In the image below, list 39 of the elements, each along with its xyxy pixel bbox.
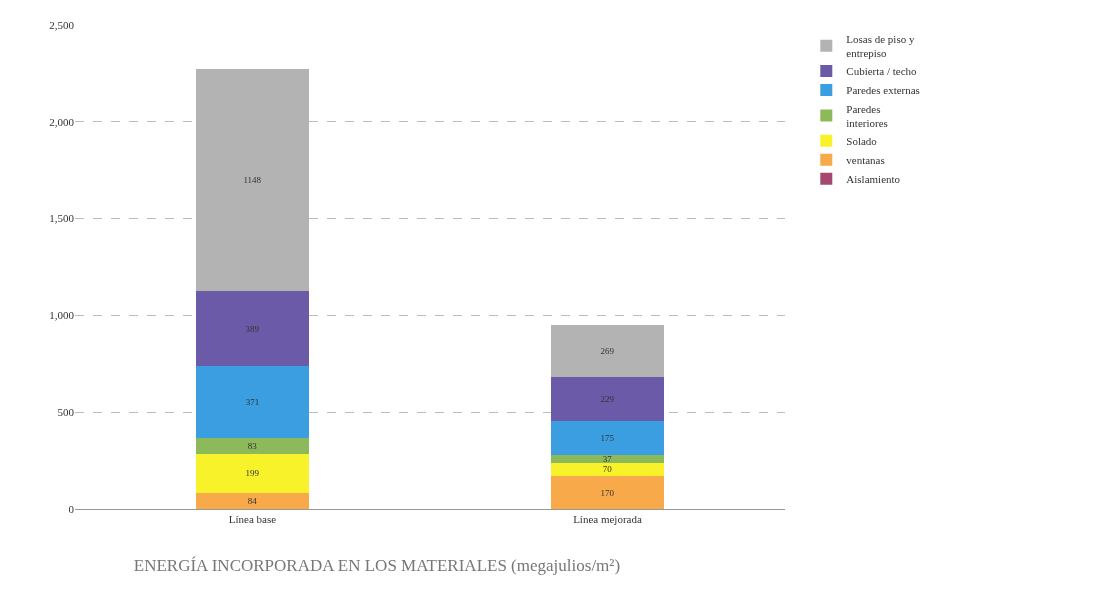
data-label: 70 — [602, 464, 613, 475]
data-label: 269 — [600, 346, 615, 357]
bar — [195, 454, 310, 493]
legend-label: Paredes externas — [846, 84, 920, 97]
legend-label: Losas de piso y entrepiso — [846, 32, 915, 60]
bar — [195, 366, 310, 439]
bar — [195, 291, 310, 367]
data-label: 37 — [602, 453, 613, 464]
text: ENERGÍA INCORPORADA EN LOS MATERIALES (megajulios/m²) — [133, 556, 621, 576]
data-label: 389 — [245, 323, 260, 334]
bar — [195, 438, 310, 455]
bar — [550, 325, 665, 378]
y-tick-label: 2,000 — [49, 115, 75, 128]
x-tick-label: Línea base — [228, 513, 277, 526]
data-label: 199 — [245, 468, 260, 479]
y-tick-label: 500 — [57, 406, 75, 419]
data-label: 1148 — [243, 174, 262, 185]
bar — [550, 455, 665, 463]
data-label: 83 — [247, 441, 258, 452]
data-label: 229 — [600, 394, 615, 405]
bar — [550, 462, 665, 477]
bar — [550, 377, 665, 422]
legend-label: Paredes interiores — [846, 102, 888, 129]
bar — [550, 476, 665, 509]
legend-label: Solado — [846, 134, 878, 147]
bar — [550, 421, 665, 456]
data-label: 170 — [600, 487, 615, 498]
legend-label: ventanas — [846, 153, 885, 166]
y-tick-label: 2,500 — [49, 18, 75, 31]
data-label: 175 — [600, 433, 615, 444]
x-tick-label: Línea mejorada — [573, 513, 642, 526]
bar — [195, 492, 310, 509]
data-label: 371 — [245, 397, 260, 408]
y-tick-label: 1,000 — [49, 309, 75, 322]
y-tick-label: 1,500 — [49, 212, 75, 225]
y-tick-label: 0 — [68, 502, 75, 515]
legend-label: Aislamiento — [846, 172, 901, 185]
data-label: 84 — [247, 495, 258, 506]
legend-label: Cubierta / techo — [846, 65, 918, 78]
